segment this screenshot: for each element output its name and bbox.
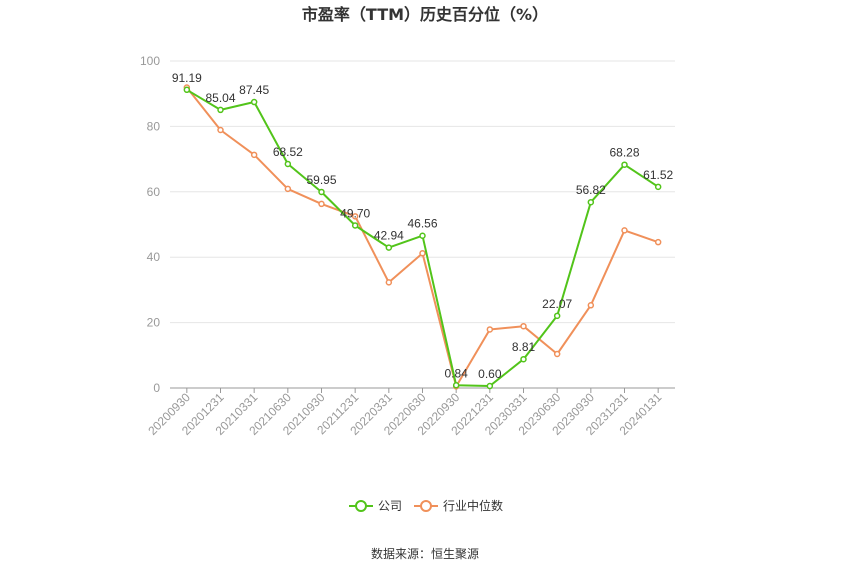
y-tick-label: 80 [147, 119, 161, 133]
data-point[interactable] [587, 302, 595, 309]
series-industry-median [183, 84, 662, 390]
data-point[interactable] [520, 322, 527, 330]
data-point[interactable] [284, 185, 292, 193]
data-label: 46.56 [407, 217, 437, 231]
data-label: 49.70 [340, 206, 370, 220]
data-point[interactable] [284, 160, 292, 168]
data-point[interactable] [385, 244, 393, 251]
data-label: 0.60 [478, 367, 502, 381]
data-point[interactable] [385, 279, 393, 286]
data-point[interactable] [318, 188, 325, 196]
data-point[interactable] [587, 198, 595, 206]
legend-item-industry-median[interactable]: 行业中位数 [414, 498, 503, 513]
data-point[interactable] [217, 106, 224, 114]
data-label: 91.19 [172, 71, 202, 85]
data-label: 59.95 [306, 173, 336, 187]
data-point[interactable] [250, 98, 258, 106]
legend-industry-marker [420, 500, 432, 512]
data-label: 68.28 [609, 146, 639, 160]
y-tick-label: 20 [147, 316, 161, 330]
data-point[interactable] [520, 355, 527, 363]
data-label: 42.94 [374, 229, 404, 243]
data-label: 22.07 [542, 297, 572, 311]
y-tick-label: 40 [147, 250, 161, 264]
data-point[interactable] [419, 250, 426, 257]
y-axis: 0 20 40 60 80 100 [140, 54, 160, 395]
legend-item-company[interactable]: 公司 [349, 499, 402, 513]
series-company [183, 86, 662, 390]
data-point[interactable] [351, 213, 359, 220]
data-label: 85.04 [205, 91, 235, 105]
data-label: 0.84 [444, 366, 468, 380]
data-point[interactable] [553, 312, 561, 320]
data-point[interactable] [318, 200, 325, 208]
legend: 公司 行业中位数 [349, 498, 503, 513]
data-point[interactable] [486, 326, 494, 333]
x-axis: 2020093020201231202103312021063020210930… [145, 387, 675, 438]
data-point[interactable] [351, 222, 359, 229]
data-label: 56.82 [576, 183, 606, 197]
data-point[interactable] [486, 382, 494, 390]
grid [170, 60, 675, 324]
data-point[interactable] [553, 350, 561, 358]
data-label: 8.81 [512, 340, 536, 354]
y-tick-label: 100 [140, 54, 160, 68]
data-point[interactable] [217, 126, 224, 134]
data-label: 87.45 [239, 83, 269, 97]
data-point[interactable] [654, 238, 662, 246]
data-point[interactable] [621, 227, 628, 234]
chart-title: 市盈率（TTM）历史百分位（%） [302, 5, 548, 24]
data-label: 68.52 [273, 145, 303, 159]
data-label: 61.52 [643, 168, 673, 182]
data-point[interactable] [452, 382, 460, 389]
source-text: 数据来源：恒生聚源 [371, 546, 479, 561]
data-point[interactable] [419, 232, 426, 239]
y-tick-label: 60 [147, 185, 161, 199]
data-point[interactable] [654, 183, 662, 191]
data-point[interactable] [621, 161, 628, 168]
series-group [183, 84, 662, 390]
legend-industry-label: 行业中位数 [443, 498, 503, 513]
legend-company-label: 公司 [378, 499, 402, 513]
legend-company-marker [355, 500, 367, 512]
y-tick-label: 0 [153, 381, 160, 395]
data-point[interactable] [250, 151, 258, 159]
data-point[interactable] [183, 86, 191, 94]
